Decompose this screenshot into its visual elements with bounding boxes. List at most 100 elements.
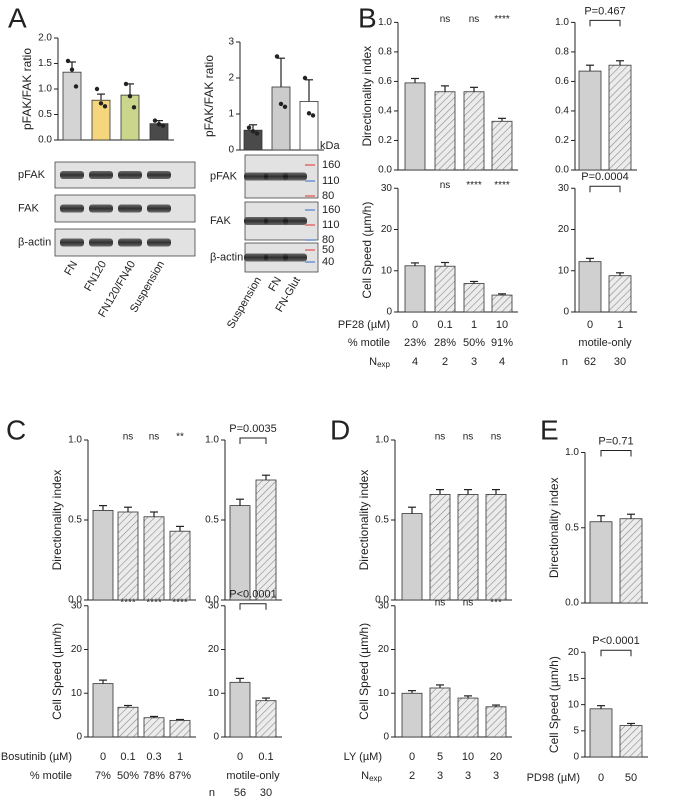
table-cell: 1 — [177, 751, 183, 763]
table-cell: 0.1 — [437, 319, 452, 331]
lane-label: FN — [62, 259, 80, 278]
table-cell: 10 — [462, 751, 474, 763]
bar — [271, 86, 291, 151]
panel-label: B — [358, 2, 377, 33]
y-axis-label: pFAK/FAK ratio — [20, 48, 34, 130]
y-axis-label: Cell Speed (µm/h) — [50, 623, 64, 720]
bar — [463, 91, 485, 171]
y-tick-label: 30 — [558, 183, 570, 194]
row-label: LY (µM) — [344, 751, 382, 763]
bar — [578, 70, 602, 171]
table-cell: 3 — [465, 770, 471, 782]
row-label: Bosutinib (µM) — [1, 751, 72, 763]
row-label-text: Bosutinib (µM) — [1, 751, 72, 763]
bar — [434, 265, 456, 313]
y-tick-label: 0 — [386, 307, 392, 318]
bar — [255, 700, 277, 738]
data-point — [278, 101, 284, 107]
y-tick-label: 1.0 — [555, 17, 569, 28]
table-cell: 20 — [490, 751, 502, 763]
data-point — [69, 67, 75, 72]
bar — [120, 94, 140, 141]
table-cell: 30 — [260, 787, 272, 798]
bar — [92, 683, 114, 738]
marker-label: 110 — [322, 175, 340, 187]
y-tick-label: 10 — [208, 688, 220, 699]
row-label-text: N — [369, 356, 377, 368]
table-cell: 50% — [117, 770, 139, 782]
data-point — [127, 93, 133, 99]
bar — [62, 71, 82, 141]
data-point — [123, 81, 129, 87]
y-tick-label: 0.0 — [205, 595, 219, 606]
y-tick-label: 0.5 — [565, 522, 579, 533]
data-point — [102, 104, 108, 109]
table-cell: 30 — [614, 356, 626, 368]
data-point — [254, 131, 260, 136]
significance-label: ns — [469, 14, 480, 25]
marker-label: 80 — [322, 190, 334, 202]
table-note: motile-only — [578, 337, 632, 349]
significance-label: **** — [494, 180, 510, 191]
row-label-text: N — [361, 770, 369, 782]
table-cell: 0 — [100, 751, 106, 763]
bar — [608, 64, 632, 171]
y-tick-label: 10 — [71, 688, 83, 699]
row-label-text: PD98 (µM) — [527, 772, 580, 784]
table-cell: 0.1 — [258, 751, 273, 763]
y-tick-label: 1.0 — [378, 17, 392, 28]
table-cell: 2 — [442, 356, 448, 368]
bar — [169, 719, 191, 738]
p-value: P<0.0001 — [229, 589, 276, 601]
y-tick-label: 1.0 — [205, 435, 219, 446]
blot-band — [244, 217, 268, 225]
data-point — [152, 118, 158, 123]
y-tick-label: 0.5 — [68, 515, 82, 526]
table-cell: 3 — [437, 770, 443, 782]
y-tick-label: 10 — [381, 265, 393, 276]
y-tick-label: 10 — [568, 699, 580, 710]
table-cell: 50 — [625, 772, 637, 784]
table-cell: 5 — [437, 751, 443, 763]
marker-label: 160 — [322, 204, 340, 216]
row-label: n — [209, 787, 215, 798]
row-label-text: n — [562, 356, 568, 368]
blot-band — [283, 253, 307, 262]
blot-band — [89, 171, 113, 179]
data-point — [156, 121, 162, 127]
data-point — [282, 104, 288, 110]
bar — [92, 509, 114, 601]
bar — [619, 725, 643, 758]
p-value: P=0.0004 — [581, 171, 628, 183]
blot-band — [89, 204, 113, 213]
y-tick-label: 20 — [558, 224, 570, 235]
y-tick-label: 1 — [228, 109, 234, 120]
bar — [117, 511, 139, 601]
bar — [429, 687, 451, 738]
blot-band — [244, 172, 268, 181]
table-cell: 56 — [234, 787, 246, 798]
table-cell: 3 — [471, 356, 477, 368]
marker-label: 40 — [322, 256, 334, 268]
y-tick-label: 0 — [228, 145, 234, 156]
row-label: PF28 (µM) — [338, 319, 390, 331]
p-bracket — [600, 649, 632, 657]
blot-band — [264, 172, 288, 181]
table-cell: 1 — [617, 319, 623, 331]
y-tick-label: 0.6 — [555, 76, 569, 87]
y-axis-label: Cell Speed (µm/h) — [360, 202, 374, 299]
data-point — [246, 125, 252, 130]
bar — [255, 479, 277, 601]
panel-label: E — [540, 414, 559, 445]
blot-band — [60, 171, 84, 179]
significance-label: ** — [176, 432, 184, 443]
table-cell: 23% — [404, 337, 426, 349]
y-tick-label: 1.0 — [38, 84, 52, 95]
table-cell: 0 — [237, 751, 243, 763]
blot-band — [118, 171, 142, 179]
y-tick-label: 3 — [228, 37, 234, 48]
p-bracket — [589, 19, 621, 27]
row-label: Nexp — [361, 770, 382, 783]
marker-label: 110 — [322, 219, 340, 231]
blot-band — [89, 238, 113, 247]
